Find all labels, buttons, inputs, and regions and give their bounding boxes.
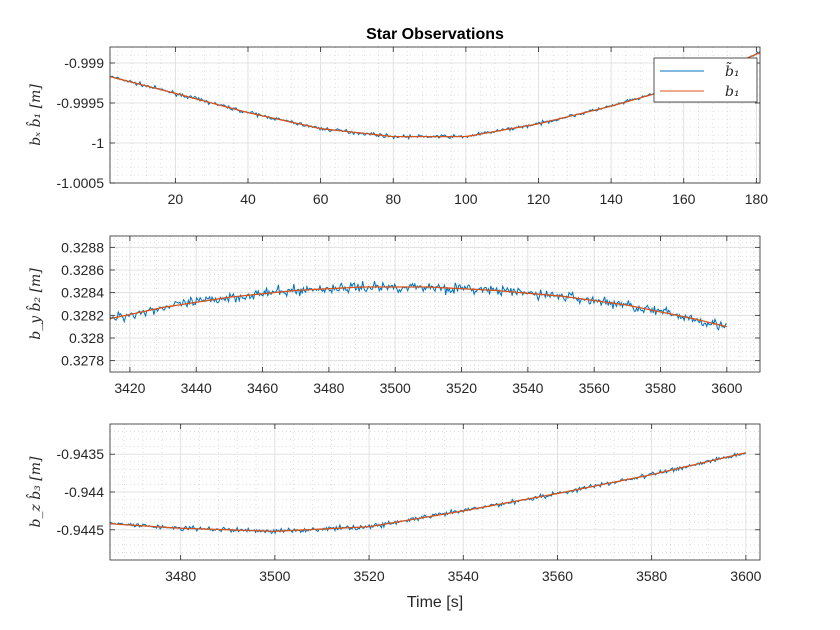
y-tick-label: 0.3278 [61,353,104,369]
x-tick-label: 3420 [114,380,145,396]
x-tick-label: 3460 [247,380,278,396]
x-tick-label: 3500 [380,380,411,396]
y-tick-label: 0.328 [69,330,104,346]
x-tick-label: 80 [385,191,401,207]
y-axis-label-2: b_y b̂₂ [m] [25,268,44,340]
series-line [109,52,761,138]
x-tick-label: 100 [454,191,478,207]
legend-label-measured: b̃₁ [725,61,740,80]
y-tick-label: -0.9445 [57,522,105,538]
x-tick-label: 3500 [259,568,290,584]
legend-label-true: b₁ [725,84,740,100]
x-tick-label: 3600 [711,380,742,396]
legend: b̃₁ b₁ [653,57,758,103]
y-tick-label: -0.9995 [57,95,105,111]
x-tick-label: 3540 [512,380,543,396]
x-axis-label: Time [s] [407,594,463,611]
x-tick-label: 3480 [313,380,344,396]
y-tick-label: 0.3284 [61,285,104,301]
x-tick-label: 3560 [542,568,573,584]
y-tick-label: -1 [92,135,105,151]
axes-box [109,46,761,184]
y-tick-label: -0.9435 [57,446,105,462]
figure-title: Star Observations [366,26,504,43]
axes-box [109,235,761,373]
series-line [109,286,727,328]
x-tick-label: 3580 [636,568,667,584]
x-tick-label: 3580 [645,380,676,396]
series-line [109,452,747,532]
x-tick-label: 3560 [579,380,610,396]
y-tick-label: -0.944 [64,484,104,500]
axes-b2: 3420 3440 3460 3480 3500 3520 3540 3560 3580 3600… [61,235,761,396]
x-tick-label: 180 [745,191,769,207]
axes-b3: 3480 3500 3520 3540 3560 3580 3600 -0.9445 -0.94… [57,423,762,584]
y-tick-label: -0.999 [64,55,104,71]
x-tick-label: 20 [168,191,184,207]
x-tick-label: 60 [313,191,329,207]
y-tick-label: 0.3288 [61,239,104,255]
x-tick-label: 120 [527,191,551,207]
y-tick-label: -1.0005 [57,175,105,191]
x-tick-label: 140 [599,191,623,207]
x-tick-label: 160 [672,191,696,207]
x-tick-label: 3600 [730,568,761,584]
y-axis-label-1: bₓ b̂₁ [m] [25,84,44,146]
legend-box [653,57,758,103]
x-tick-label: 40 [240,191,256,207]
x-tick-label: 3540 [448,568,479,584]
x-tick-label: 3440 [181,380,212,396]
x-tick-label: 3520 [353,568,384,584]
y-tick-label: 0.3282 [61,307,104,323]
plot-area [110,47,760,183]
y-tick-label: 0.3286 [61,262,104,278]
x-tick-label: 3520 [446,380,477,396]
y-axis-label-3: b_z b̂₃ [m] [25,456,44,528]
x-tick-label: 3480 [165,568,196,584]
axes-b1: 20 40 60 80 100 120 140 160 180 -1.0005 -1 -0.9995 -… [57,46,769,207]
